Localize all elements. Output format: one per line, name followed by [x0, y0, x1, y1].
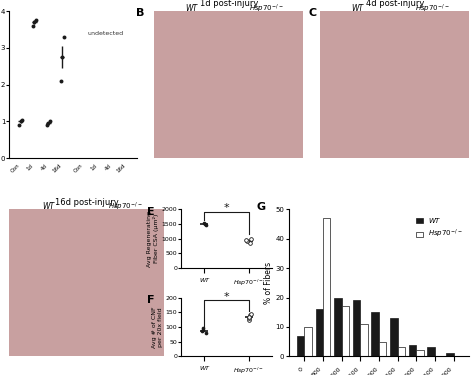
Text: B: B [137, 8, 145, 18]
Point [31, 19, 38, 25]
Point [247, 236, 255, 242]
Bar [372, 312, 379, 356]
Point [243, 237, 250, 243]
Point [199, 327, 206, 333]
Text: WT: WT [185, 4, 198, 13]
Text: undetected: undetected [87, 31, 123, 36]
Point [246, 312, 254, 318]
Bar [353, 300, 360, 356]
Y-axis label: Avg # of CNF
per 20x field: Avg # of CNF per 20x field [152, 306, 163, 348]
Bar [379, 342, 386, 356]
Point [246, 240, 254, 246]
Bar [342, 306, 349, 356]
Text: E: E [147, 207, 155, 216]
Bar [316, 309, 323, 356]
Y-axis label: Avg Regenerating
Fiber CSA (μm²): Avg Regenerating Fiber CSA (μm²) [147, 211, 159, 267]
Text: G: G [256, 202, 265, 212]
Point [17, 118, 24, 124]
Point [200, 220, 207, 226]
Point [60, 34, 67, 40]
Bar [360, 324, 368, 356]
Point [203, 330, 210, 336]
Text: 4d post-injury: 4d post-injury [365, 0, 424, 8]
Bar [428, 348, 435, 356]
Bar [334, 297, 342, 356]
Legend: $WT$, $Hsp70^{-/-}$: $WT$, $Hsp70^{-/-}$ [413, 213, 466, 243]
Bar [390, 318, 398, 356]
Y-axis label: % of Fibers: % of Fibers [264, 262, 273, 304]
Point [18, 117, 26, 123]
Text: 16d post-injury: 16d post-injury [55, 198, 119, 207]
Point [246, 315, 253, 321]
Point [247, 310, 255, 316]
Point [202, 222, 210, 228]
Text: 1d post-injury: 1d post-injury [200, 0, 258, 8]
Point [58, 54, 66, 60]
Point [57, 78, 64, 84]
Text: WT: WT [42, 202, 54, 211]
Bar [297, 336, 304, 356]
Point [201, 221, 209, 227]
Bar [398, 348, 405, 356]
Text: F: F [147, 295, 155, 304]
Point [243, 238, 250, 244]
Point [43, 122, 51, 128]
Text: WT: WT [36, 257, 47, 266]
Bar [323, 218, 330, 356]
Bar [416, 350, 424, 356]
Text: *: * [224, 204, 229, 213]
Point [198, 328, 206, 334]
Bar [409, 345, 416, 356]
Bar [304, 327, 312, 356]
Point [246, 316, 253, 322]
Point [29, 23, 37, 29]
Point [46, 118, 54, 124]
Text: $Hsp70^{-/-}$: $Hsp70^{-/-}$ [249, 3, 283, 15]
Point [200, 326, 207, 332]
Text: *: * [224, 292, 229, 302]
Bar [446, 353, 454, 356]
Text: $Hsp70^{-/-}$: $Hsp70^{-/-}$ [88, 255, 123, 267]
Point [16, 122, 23, 128]
Point [246, 314, 253, 320]
Text: WT: WT [351, 4, 364, 13]
Text: $Hsp70^{-/-}$: $Hsp70^{-/-}$ [415, 3, 449, 15]
Point [32, 17, 40, 23]
Point [45, 120, 52, 126]
Text: $Hsp70^{-/-}$: $Hsp70^{-/-}$ [108, 201, 143, 213]
Text: C: C [308, 8, 317, 18]
